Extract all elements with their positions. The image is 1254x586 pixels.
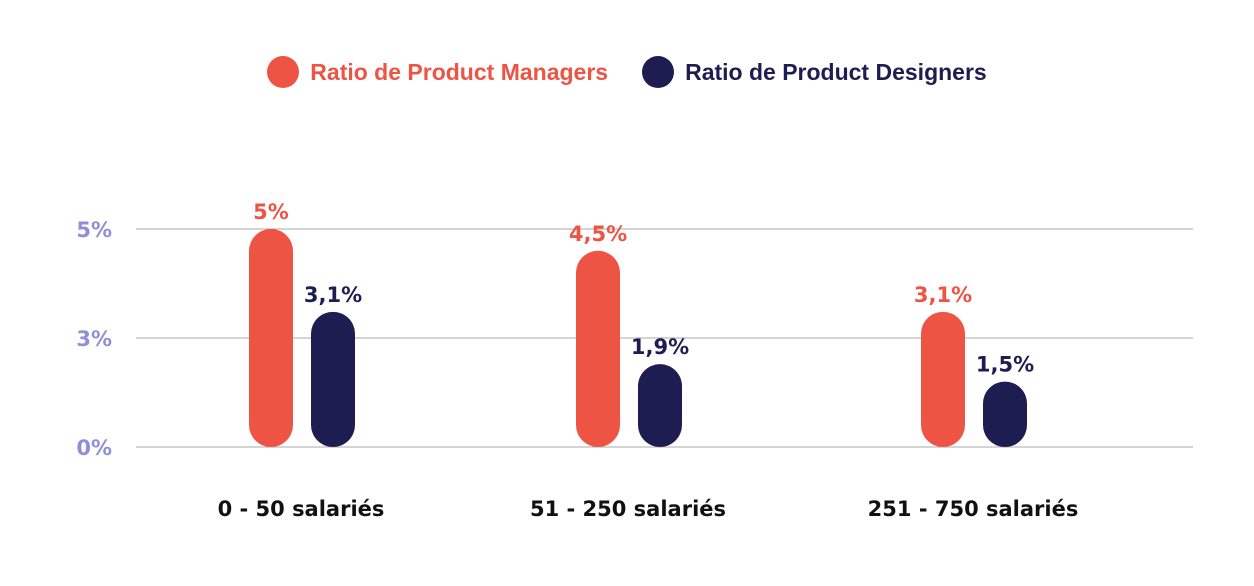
data-label: 4,5%: [569, 222, 627, 246]
y-tick-label: 5%: [76, 218, 112, 242]
legend-label-designers: Ratio de Product Designers: [685, 58, 987, 85]
data-label: 3,1%: [914, 283, 972, 307]
x-tick-label: 51 - 250 salariés: [530, 497, 726, 521]
y-tick-label: 3%: [76, 327, 112, 351]
data-label: 1,9%: [631, 335, 689, 359]
legend: Ratio de Product Managers Ratio de Produ…: [0, 56, 1254, 88]
data-label: 1,5%: [976, 353, 1034, 377]
legend-item-managers: Ratio de Product Managers: [267, 56, 608, 88]
y-tick-label: 0%: [76, 436, 112, 460]
bar: [638, 364, 682, 447]
legend-item-designers: Ratio de Product Designers: [642, 56, 987, 88]
data-label: 5%: [253, 200, 289, 224]
legend-swatch-managers: [267, 56, 300, 88]
legend-label-managers: Ratio de Product Managers: [310, 58, 609, 85]
legend-swatch-designers: [642, 56, 675, 88]
bar: [311, 311, 355, 447]
bar: [249, 229, 293, 447]
x-tick-label: 0 - 50 salariés: [218, 497, 385, 521]
bar: [576, 250, 620, 447]
data-label: 3,1%: [304, 283, 362, 307]
bar: [921, 311, 965, 447]
bar: [983, 381, 1027, 447]
x-tick-label: 251 - 750 salariés: [868, 497, 1079, 521]
